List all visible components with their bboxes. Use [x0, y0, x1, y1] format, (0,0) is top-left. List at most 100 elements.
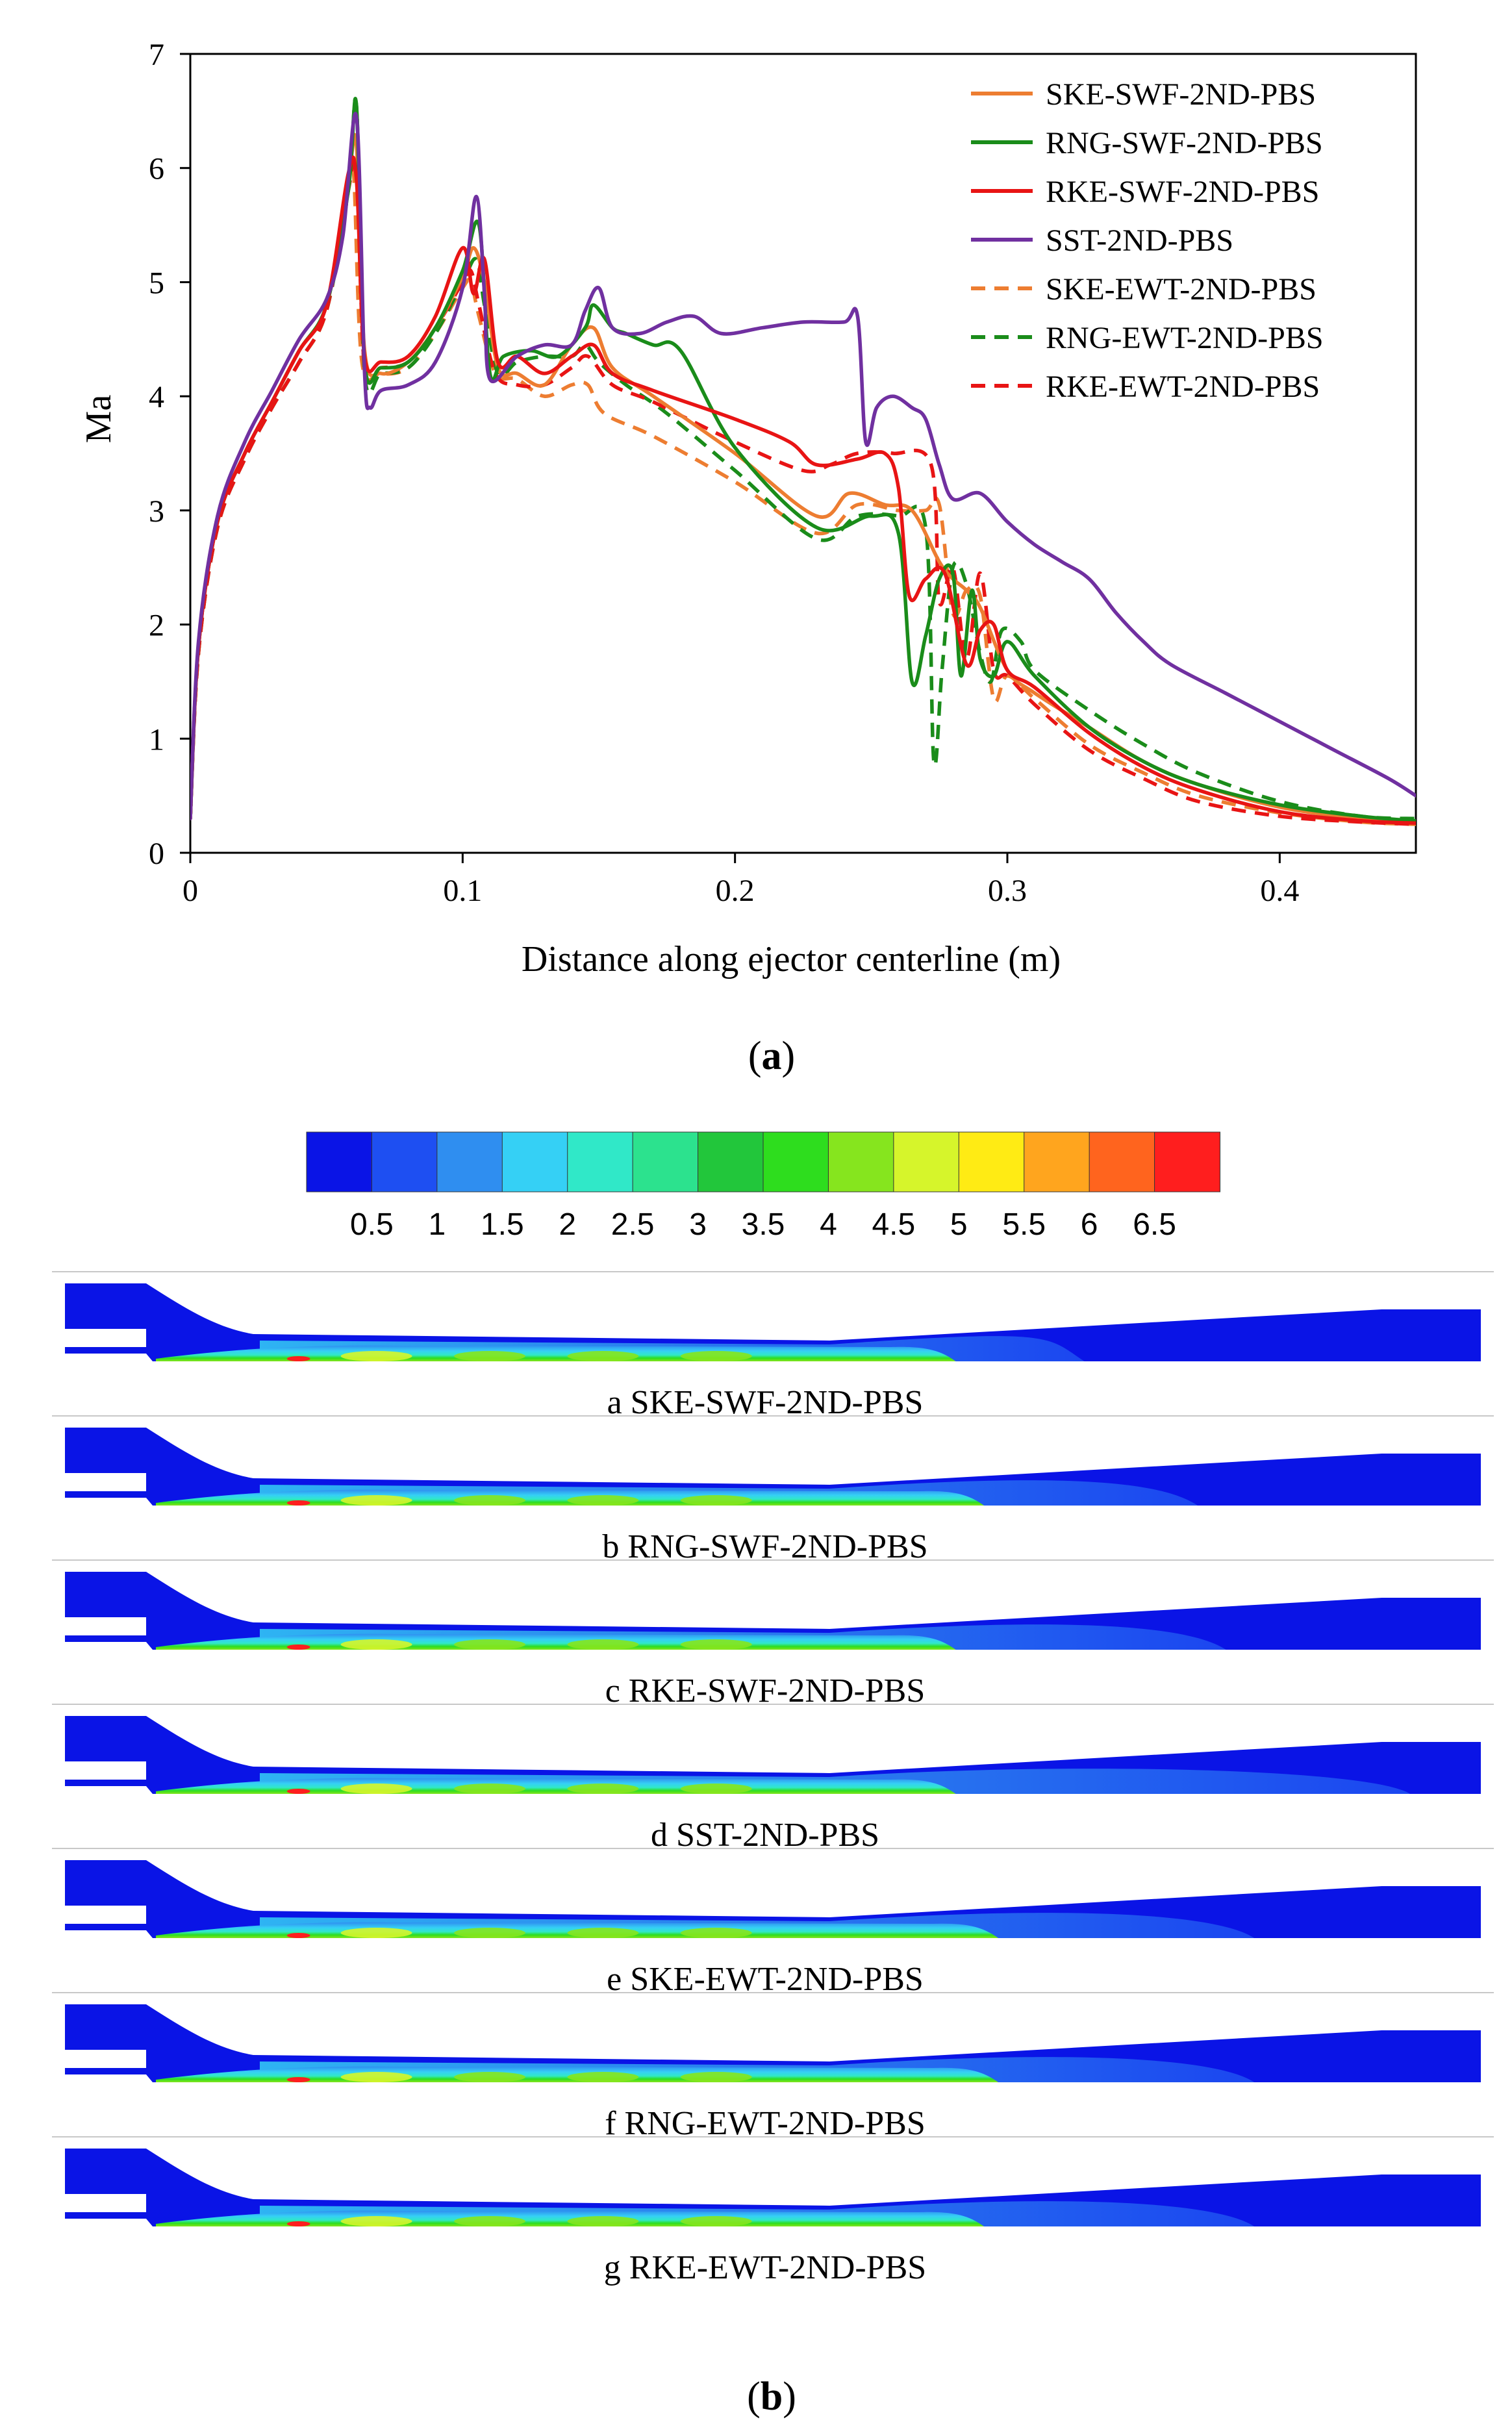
- supersonic-jet-core: [156, 1489, 985, 1506]
- legend-label: RNG-EWT-2ND-PBS: [1046, 321, 1324, 355]
- series-line-sst-2nd-pbs: [190, 112, 1416, 821]
- colorbar-tick-label: 3.5: [742, 1207, 785, 1242]
- shock-cell: [567, 1351, 639, 1361]
- supersonic-jet-core: [156, 2210, 985, 2226]
- panel-a-paren-open: (: [748, 1034, 762, 1078]
- colorbar-swatch: [698, 1131, 764, 1192]
- contour-caption: e SKE-EWT-2ND-PBS: [607, 1961, 924, 1998]
- shock-cell: [567, 2216, 639, 2226]
- colorbar-swatch: [893, 1131, 960, 1192]
- panel-a-letter: a: [762, 1034, 782, 1078]
- panel-b-paren-close: ): [783, 2375, 796, 2419]
- mach-line-chart: 0 0.1 0.2 0.3 0.4 0 1 2 3 4 5 6 7 SKE-SWF-2ND-PBS RNG…: [79, 38, 1417, 1078]
- legend-label: SKE-EWT-2ND-PBS: [1046, 272, 1317, 307]
- x-tick-label: 0.4: [1260, 874, 1299, 908]
- x-axis-label: Distance along ejector centerline (m): [522, 939, 1061, 979]
- legend-label: SKE-SWF-2ND-PBS: [1046, 77, 1316, 112]
- colorbar-tick-label: 4.5: [872, 1207, 915, 1242]
- panel-a-label: (a): [748, 1034, 795, 1078]
- colorbar-swatch: [958, 1131, 1025, 1192]
- shock-cell: [454, 1784, 525, 1794]
- peak-mach-spot: [286, 1500, 310, 1506]
- y-tick-label: 0: [149, 837, 164, 871]
- supersonic-jet-core: [156, 1633, 956, 1650]
- shock-cell: [454, 1639, 525, 1650]
- colorbar-tick-label: 4: [820, 1207, 837, 1242]
- plot-frame: [189, 53, 1417, 854]
- shock-cell: [680, 1928, 752, 1938]
- y-tick-label: 7: [149, 38, 164, 72]
- y-axis-label: Ma: [79, 395, 119, 444]
- colorbar-tick-label: 0.5: [350, 1207, 394, 1242]
- contour-caption: c RKE-SWF-2ND-PBS: [605, 1672, 926, 1709]
- colorbar-swatch: [632, 1131, 699, 1192]
- contour-strips: a SKE-SWF-2ND-PBS b RNG-SWF-2ND-PBS c RKE-…: [52, 1271, 1494, 2286]
- supersonic-jet-core: [156, 1778, 956, 1794]
- y-tick-label: 6: [149, 152, 164, 186]
- panel-b-paren-open: (: [747, 2375, 761, 2419]
- shock-cell: [567, 1784, 639, 1794]
- peak-mach-spot: [286, 1356, 310, 1361]
- shock-cell: [340, 1784, 412, 1794]
- shock-cell: [340, 2072, 412, 2082]
- colorbar-swatch: [827, 1131, 894, 1192]
- y-tick-label: 2: [149, 609, 164, 643]
- colorbar-swatch: [567, 1131, 634, 1192]
- shock-cell: [567, 2072, 639, 2082]
- panel-a-paren-close: ): [782, 1034, 796, 1078]
- y-tick-label: 5: [149, 266, 164, 300]
- shock-cell: [340, 1351, 412, 1361]
- shock-cell: [567, 1639, 639, 1650]
- shock-cell: [454, 2072, 525, 2082]
- x-tick-label: 0.1: [443, 874, 482, 908]
- shock-cell: [680, 1784, 752, 1794]
- contour-strip: c RKE-SWF-2ND-PBS: [52, 1559, 1494, 1709]
- contour-strip: f RNG-EWT-2ND-PBS: [52, 1992, 1494, 2142]
- x-tick-label: 0: [183, 874, 198, 908]
- x-tick-label: 0.3: [988, 874, 1027, 908]
- contour-caption: d SST-2ND-PBS: [651, 1817, 879, 1854]
- legend-label: RNG-SWF-2ND-PBS: [1046, 126, 1323, 160]
- series-line-ske-ewt-2nd-pbs: [190, 157, 1416, 826]
- y-tick-label: 3: [149, 494, 164, 529]
- shock-cell: [454, 1495, 525, 1506]
- shock-cell: [340, 1639, 412, 1650]
- colorbar-swatch: [1024, 1131, 1090, 1192]
- contour-strip: g RKE-EWT-2ND-PBS: [52, 2136, 1494, 2286]
- shock-cell: [567, 1495, 639, 1506]
- legend-label: RKE-EWT-2ND-PBS: [1046, 370, 1320, 404]
- shock-cell: [454, 2216, 525, 2226]
- colorbar-tick-label: 2.5: [611, 1207, 655, 1242]
- colorbar-tick-label: 5: [950, 1207, 968, 1242]
- shock-cell: [454, 1351, 525, 1361]
- shock-cell: [567, 1928, 639, 1938]
- supersonic-jet-core: [156, 1345, 956, 1361]
- shock-cell: [680, 2072, 752, 2082]
- shock-cell: [340, 2216, 412, 2226]
- colorbar-tick-label: 1.5: [481, 1207, 524, 1242]
- shock-cell: [680, 1495, 752, 1506]
- contour-caption: b RNG-SWF-2ND-PBS: [602, 1528, 927, 1565]
- shock-cell: [680, 1639, 752, 1650]
- peak-mach-spot: [286, 1645, 310, 1650]
- colorbar-tick-label: 3: [689, 1207, 707, 1242]
- panel-b-letter: b: [761, 2375, 783, 2419]
- shock-cell: [454, 1928, 525, 1938]
- contour-strip: e SKE-EWT-2ND-PBS: [52, 1848, 1494, 1998]
- colorbar-tick-label: 6.5: [1133, 1207, 1176, 1242]
- colorbar-tick-label: 5.5: [1002, 1207, 1046, 1242]
- colorbar-tick-label: 1: [429, 1207, 446, 1242]
- plot-area-border: [189, 53, 1417, 854]
- peak-mach-spot: [286, 2221, 310, 2226]
- shock-cell: [680, 2216, 752, 2226]
- colorbar: 0.5 1 1.5 2 2.5 3 3.5 4 4.5 5 5.5 6 6.5: [306, 1131, 1220, 1242]
- contour-panel: 0.5 1 1.5 2 2.5 3 3.5 4 4.5 5 5.5 6 6.5 a SKE-SWF-2N…: [52, 1131, 1494, 2419]
- colorbar-swatch: [1154, 1131, 1220, 1192]
- panel-b-label: (b): [747, 2375, 796, 2419]
- contour-strip: a SKE-SWF-2ND-PBS: [52, 1271, 1494, 1421]
- colorbar-swatch: [501, 1131, 568, 1192]
- contour-strip: b RNG-SWF-2ND-PBS: [52, 1415, 1494, 1565]
- colorbar-swatch: [762, 1131, 829, 1192]
- legend-label: RKE-SWF-2ND-PBS: [1046, 175, 1319, 209]
